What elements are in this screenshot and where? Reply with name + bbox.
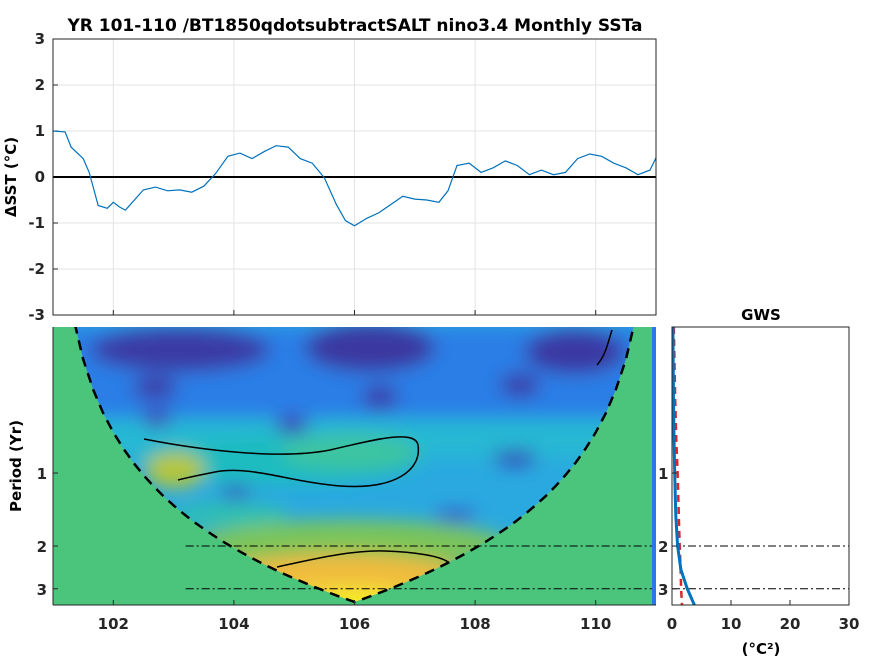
wavelet-x-tick-label-106: 106 bbox=[339, 615, 370, 633]
sst-axes-box bbox=[52, 38, 657, 316]
wavelet-x-tick-label-102: 102 bbox=[98, 615, 129, 633]
significance-contour-3 bbox=[596, 329, 613, 366]
sst-y-tick-label-0: 0 bbox=[35, 168, 45, 186]
gws-y-ticks bbox=[672, 472, 677, 590]
wavelet-y-ticks: 1 1 2 2 3 3 bbox=[37, 465, 669, 599]
sst-y-tick-label-2: 2 bbox=[35, 76, 45, 94]
gws-x-tick-label-20: 20 bbox=[780, 615, 801, 633]
gws-x-tick-label-30: 30 bbox=[839, 615, 860, 633]
wavelet-y-tick-label-2: 2 bbox=[37, 538, 47, 556]
sst-y-ticks: -3 -2 -1 0 1 2 3 bbox=[28, 30, 58, 324]
gws-significance-line bbox=[672, 327, 684, 605]
wavelet-right-tick-label-2: 2 bbox=[658, 538, 668, 556]
significance-contour-1 bbox=[143, 436, 420, 488]
significance-contour-2 bbox=[276, 550, 449, 568]
sst-y-tick-label--2: -2 bbox=[28, 260, 45, 278]
wavelet-x-ticks: 102 104 106 108 110 bbox=[98, 600, 611, 633]
wavelet-y-tick-label-3: 3 bbox=[37, 581, 47, 599]
sst-series-line bbox=[53, 130, 656, 227]
wavelet-x-tick-label-108: 108 bbox=[459, 615, 490, 633]
sst-y-tick-label-3: 3 bbox=[35, 30, 45, 48]
wavelet-right-tick-label-1: 1 bbox=[658, 465, 668, 483]
sst-panel: -3 -2 -1 0 1 2 3 ΔSST (°C) bbox=[2, 30, 657, 324]
sst-y-tick-label--1: -1 bbox=[28, 214, 45, 232]
right-edge-strip bbox=[652, 327, 656, 605]
wavelet-y-label: Period (Yr) bbox=[7, 420, 25, 512]
wavelet-x-tick-label-110: 110 bbox=[580, 615, 611, 633]
sst-y-tick-label--3: -3 bbox=[28, 306, 45, 324]
gws-axes-box bbox=[671, 326, 850, 606]
chart-title: YR 101-110 /BT1850qdotsubtractSALT nino3… bbox=[66, 16, 642, 36]
period-reference-lines bbox=[185, 545, 656, 590]
wavelet-panel: 102 104 106 108 110 1 1 2 2 3 3 Period (Yr) bbox=[7, 327, 669, 633]
gws-x-ticks: 0 10 20 30 bbox=[667, 600, 860, 633]
wavelet-x-tick-label-104: 104 bbox=[218, 615, 249, 633]
gws-plot-area bbox=[672, 327, 849, 605]
wavelet-y-tick-label-1: 1 bbox=[37, 465, 47, 483]
gws-panel: GWS 0 10 20 30 (°C²) bbox=[667, 306, 860, 656]
gws-period-reference-lines bbox=[672, 545, 849, 590]
sst-y-tick-label-1: 1 bbox=[35, 122, 45, 140]
sst-y-label: ΔSST (°C) bbox=[2, 137, 20, 217]
wavelet-right-tick-label-3: 3 bbox=[658, 581, 668, 599]
gws-x-tick-label-10: 10 bbox=[721, 615, 742, 633]
gws-spectrum-line bbox=[672, 327, 696, 605]
gws-x-tick-label-0: 0 bbox=[667, 615, 677, 633]
gws-x-label: (°C²) bbox=[742, 640, 781, 656]
gws-title: GWS bbox=[741, 306, 781, 324]
